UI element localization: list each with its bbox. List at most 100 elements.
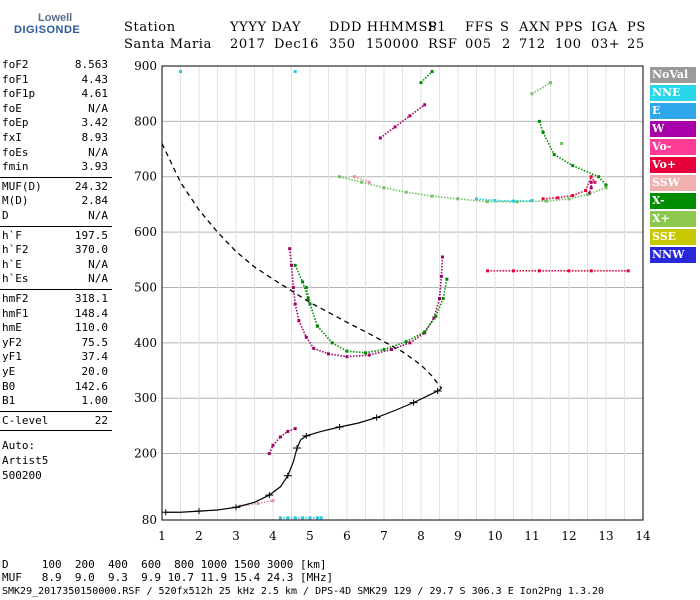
echo-point-ssw [271,499,275,503]
param-name: yF2 [2,335,22,349]
header-doy: 350 [329,37,356,52]
param-value: 318.1 [74,292,108,305]
echo-trace-segment [553,153,574,167]
echo-trace-segment [424,315,437,333]
echo-trace-segment [294,303,300,321]
param-name: foEs [2,145,29,159]
param-row: fmin 3.93 [2,160,108,174]
x-tick-label: 14 [635,529,651,543]
param-row: yF2 75.5 [2,336,108,350]
legend-item-w: W [650,121,696,137]
echo-point-vo [423,103,427,107]
virtual-height-dashed-line [161,143,443,389]
x-tick-label: 1 [158,529,166,543]
param-row: h`F 197.5 [2,229,108,243]
param-row: foF1p 4.61 [2,87,108,101]
param-value: 37.4 [81,350,109,364]
legend-item-vo: Vo- [650,139,696,155]
param-name: B1 [2,394,16,408]
echo-trace-segment [432,195,459,200]
x-tick-label: 11 [524,529,539,543]
x-tick-label: 4 [269,529,277,543]
header-station-label: Station [124,20,176,35]
param-value: 8.563 [74,58,108,71]
param-name: foEp [2,116,29,130]
param-row: h`Es N/A [2,272,108,286]
param-row: h`E N/A [2,258,108,272]
echo-point-vo [440,255,444,259]
x-tick-label: 2 [195,529,203,543]
param-row: yE 20.0 [2,365,108,379]
param-name: foF1p [2,87,36,101]
echo-point-nne [293,70,297,74]
x-tick-label: 10 [487,529,502,543]
echo-point-vo [626,269,630,273]
echo-trace-segment [572,189,586,197]
echo-trace-segment [346,350,366,354]
param-row: D N/A [2,209,108,223]
echo-trace-segment [572,164,599,178]
header-ps-label: PS [627,20,646,35]
x-tick-label: 13 [598,529,613,543]
legend-item-ssw: SSW [650,175,696,191]
legend-item-sse: SSE [650,229,696,245]
echo-trace-segment [440,256,444,277]
autoscale-line: Artist5 [2,454,49,467]
param-name: fmin [2,160,29,174]
param-value: N/A [88,272,108,286]
param-row: hmE 110.0 [2,321,108,335]
param-separator [0,176,112,178]
param-name: C-level [2,413,49,427]
echo-point-x [430,70,434,74]
echo-trace-segment [383,340,407,351]
echo-trace-segment [394,115,411,128]
file-footer: SMK29_2017350150000.RSF / 520fx512h 25 k… [2,586,605,597]
param-row: foE N/A [2,102,108,116]
echo-trace-segment [546,198,570,202]
echo-trace-segment [301,281,309,299]
echo-trace-segment [383,187,407,194]
muf-row: MUF 8.9 9.0 9.3 9.9 10.7 11.9 15.4 24.3 … [2,571,334,584]
echo-point-vo [293,427,297,431]
header-axn-label: AXN [519,20,551,35]
param-value: 2.84 [81,194,109,208]
y-tick-label: 80 [142,513,157,527]
header-ffs: 005 [465,37,492,52]
echo-trace-segment [584,176,592,191]
legend-item-noval: NoVal [650,67,696,83]
legend-item-x: X- [650,193,696,209]
param-value: N/A [88,209,108,222]
param-value: N/A [88,257,108,271]
logo-lowell: Lowell [38,12,73,24]
autoscale-line: Auto: [2,439,36,453]
param-value: 8.93 [81,131,109,144]
echo-trace-segment [258,499,274,505]
y-tick-label: 700 [134,170,157,184]
x-tick-label: 12 [561,529,576,543]
echo-point-x [604,183,608,187]
echo-trace-segment [292,287,296,305]
echo-trace-segment [433,298,441,319]
x-tick-label: 7 [380,529,388,543]
param-name: yF1 [2,350,22,364]
echo-point-vo [587,191,591,195]
header-time: 150000 [366,37,420,52]
echo-trace-segment [365,348,385,354]
param-name: foF1 [2,72,29,86]
echo-point-x [560,142,564,146]
echo-trace-segment [513,199,533,202]
echo-trace-segment [346,354,370,358]
param-name: h`E [2,257,22,271]
param-row: yF1 37.4 [2,350,108,364]
echo-trace-segment [309,303,319,327]
polarization-legend: NoVal NNE E W Vo- Vo+ SSW X- X+ SSE NNW [650,67,696,265]
header-year: 2017 [230,37,266,52]
header-iga-label: IGA [591,20,618,35]
param-value: 148.4 [74,306,108,320]
echo-trace-segment [457,198,488,203]
param-row: MUF(D) 24.32 [2,180,108,194]
param-value: 370.0 [74,243,108,257]
echo-trace-segment [406,191,433,197]
echo-point-x [306,297,310,301]
param-row: hmF2 318.1 [2,292,108,306]
